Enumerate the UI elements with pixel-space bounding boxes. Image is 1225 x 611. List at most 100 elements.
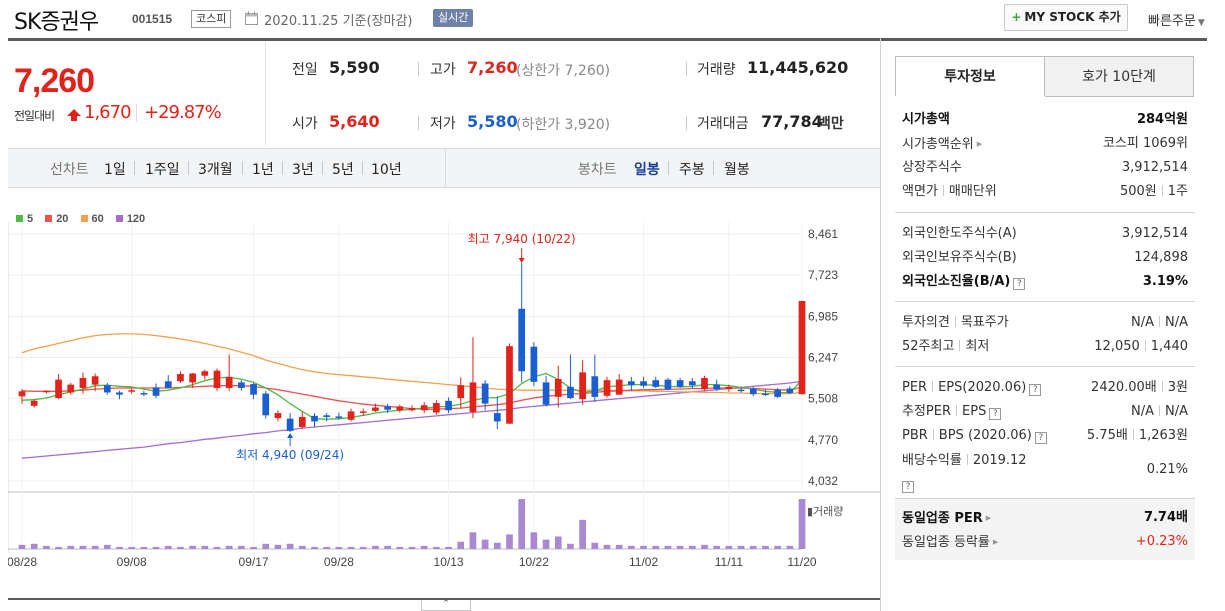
x-tick-label: 08/28: [8, 555, 37, 569]
ma-line-5: [21, 372, 803, 420]
trade-unit: 1주: [1167, 184, 1188, 199]
tab-invest-info[interactable]: 투자정보: [895, 56, 1045, 97]
candle-body: [688, 381, 696, 386]
y-tick-label: 5,508: [808, 392, 838, 406]
y-tick-label: 4,032: [808, 474, 838, 488]
volume-bar: [493, 542, 501, 549]
volume-bar: [774, 545, 781, 549]
candle-body: [749, 388, 757, 395]
candle-body: [408, 408, 416, 411]
help-icon[interactable]: ?: [1029, 384, 1042, 396]
period-5year[interactable]: 5년: [332, 162, 354, 178]
candle-body: [30, 400, 38, 406]
prev-close: 5,590: [329, 58, 380, 77]
volume-bar: [91, 545, 99, 549]
volume-bar: [518, 499, 526, 549]
volume-bar: [567, 543, 574, 549]
ma-line-60: [21, 333, 803, 395]
volume-bar: [103, 544, 111, 549]
chart-period-bar: [8, 148, 880, 188]
price-chart[interactable]: 8,461 7,723 6,985 6,247 5,508 4,770 4,032 08/28…: [8, 205, 880, 585]
divider: [136, 104, 137, 122]
bps-value: 1,263원: [1138, 428, 1188, 443]
trade-unit-label: 매매단위: [948, 184, 997, 199]
chevron-right-icon: ▶: [992, 538, 999, 546]
y-tick-label: 6,247: [808, 350, 838, 364]
per-label: PER: [902, 380, 928, 395]
high-annotation: 최고 7,940 (10/22): [468, 232, 576, 246]
industry-per-row[interactable]: 동일업종 PER ▶ 7.74배: [902, 507, 1188, 529]
collapse-chevron-icon[interactable]: ⌃: [421, 600, 471, 611]
up-arrow-icon: [67, 109, 81, 121]
divider: [8, 598, 880, 600]
volume-bar: [676, 545, 684, 549]
candle-weekly[interactable]: 주봉: [679, 162, 705, 178]
foreign-rate-value: 3.19%: [1142, 274, 1188, 289]
volume-bar: [481, 539, 489, 549]
volume-label: 거래량: [697, 62, 736, 78]
volume-bar: [762, 545, 769, 549]
candle-monthly[interactable]: 월봉: [724, 162, 750, 178]
period-1week[interactable]: 1주일: [145, 162, 180, 178]
period-1year[interactable]: 1년: [252, 162, 274, 178]
volume-bar: [457, 541, 465, 549]
market-cap-rank-row[interactable]: 시가총액순위 ▶ 코스피 1069위: [902, 133, 1188, 155]
my-stock-label: MY STOCK 추가: [1024, 10, 1121, 24]
candle-body: [177, 374, 184, 382]
candle-body: [103, 385, 111, 393]
quick-order-button[interactable]: 빠른주문 ▼: [1148, 10, 1205, 29]
help-icon[interactable]: ?: [989, 408, 1002, 420]
divider: [282, 161, 283, 175]
calendar-icon: [245, 11, 258, 25]
week52-high-value: 12,050: [1094, 339, 1140, 354]
candle-daily[interactable]: 일봉: [634, 162, 660, 178]
industry-rate-row[interactable]: 동일업종 등락률 ▶ +0.23%: [902, 531, 1188, 553]
volume-bar: [140, 546, 148, 549]
volume-bar: [189, 545, 196, 549]
face-value-label: 액면가: [902, 184, 938, 199]
candle-body: [457, 385, 465, 399]
divider: [8, 38, 880, 41]
dividend-value-row: 0.21%: [902, 459, 1188, 481]
pbr-row: PBR BPS (2020.06)? 5.75배 1,263원: [902, 425, 1188, 447]
y-tick-label: 4,770: [808, 433, 838, 447]
legend-ma5[interactable]: 5: [16, 213, 33, 225]
candle-body: [774, 389, 781, 397]
volume-bar: [542, 539, 550, 549]
candle-body: [713, 384, 721, 390]
my-stock-add-button[interactable]: + MY STOCK 추가: [1004, 4, 1128, 31]
candle-body: [189, 373, 196, 383]
help-icon[interactable]: ?: [1034, 432, 1047, 444]
legend-ma60[interactable]: 60: [80, 213, 104, 225]
candle-chart-label: 봉차트: [578, 162, 617, 178]
x-tick-label: 09/08: [117, 555, 147, 569]
candle-body: [79, 377, 87, 388]
volume-bar: [359, 546, 367, 549]
volume-bar: [116, 546, 123, 549]
divider: [668, 161, 669, 175]
prev-close-label: 전일: [292, 62, 318, 78]
period-3month[interactable]: 3개월: [198, 162, 233, 178]
period-1day[interactable]: 1일: [104, 162, 126, 178]
bps-label: BPS (2020.06): [938, 428, 1032, 443]
divider: [713, 161, 714, 175]
help-icon[interactable]: ?: [1013, 278, 1026, 290]
dividend-label: 배당수익률: [902, 453, 962, 468]
stock-code: 001515: [132, 12, 173, 26]
period-10year[interactable]: 10년: [371, 162, 402, 178]
candle-body: [201, 371, 209, 376]
low-price: 5,580: [467, 112, 518, 131]
realtime-badge[interactable]: 실시간: [433, 9, 474, 27]
high-price: 7,260: [467, 58, 518, 77]
help-icon[interactable]: ?: [902, 481, 914, 493]
divider: [880, 38, 1207, 41]
legend-ma20[interactable]: 20: [45, 213, 68, 225]
market-cap-row: 시가총액 284억원: [902, 109, 1188, 131]
foreign-hold-row: 외국인보유주식수(B) 124,898: [902, 247, 1188, 269]
period-3year[interactable]: 3년: [292, 162, 314, 178]
tab-order-book[interactable]: 호가 10단계: [1044, 56, 1194, 97]
per-value: 2420.00배: [1091, 380, 1157, 395]
listed-shares-label: 상장주식수: [902, 160, 962, 175]
industry-rate-label: 동일업종 등락률: [902, 535, 990, 550]
divider: [686, 62, 687, 76]
